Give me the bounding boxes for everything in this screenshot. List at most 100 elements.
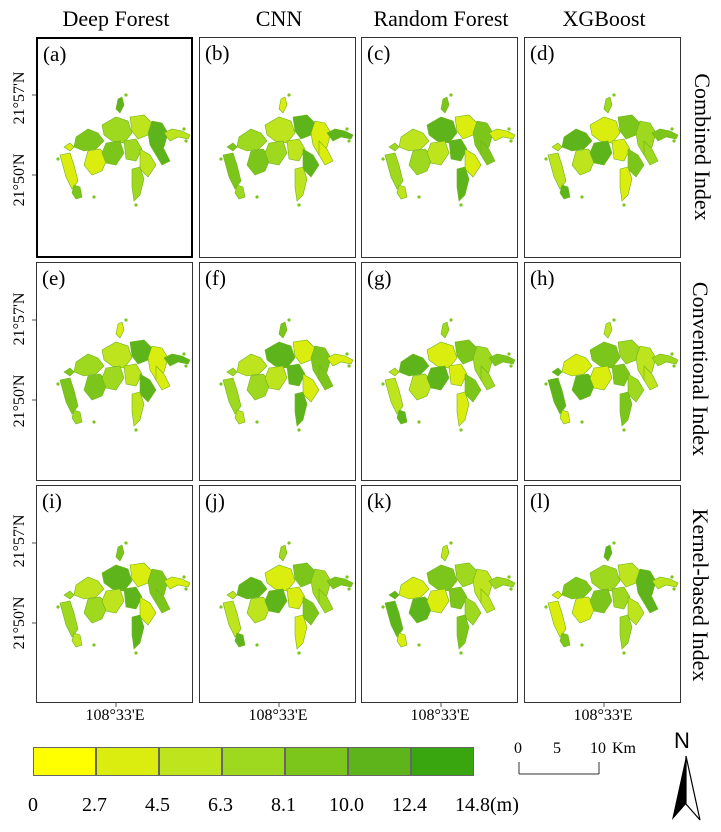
mangrove-patch bbox=[294, 166, 308, 202]
mangrove-patch bbox=[672, 139, 676, 143]
mangrove-patch bbox=[643, 365, 659, 391]
mangrove-patch bbox=[388, 590, 400, 600]
mangrove-patch bbox=[184, 139, 188, 143]
mangrove-patch bbox=[408, 148, 434, 176]
legend-break: 14.8(m) bbox=[455, 794, 519, 816]
mangrove-patch bbox=[603, 321, 613, 339]
mangrove-map-shapes bbox=[381, 318, 516, 432]
mangrove-patch bbox=[612, 318, 616, 322]
mangrove-patch bbox=[131, 614, 145, 650]
mangrove-patch bbox=[603, 96, 613, 114]
mangrove-patch bbox=[129, 114, 153, 140]
mangrove-patch bbox=[589, 140, 613, 166]
mangrove-patch bbox=[83, 148, 109, 176]
mangrove-patch bbox=[264, 341, 296, 369]
mangrove-patch bbox=[124, 318, 128, 322]
mangrove-patch bbox=[302, 373, 320, 403]
mangrove-patch bbox=[551, 590, 563, 600]
mangrove-patch bbox=[155, 588, 171, 614]
mangrove-patch bbox=[115, 544, 125, 562]
mangrove-patch bbox=[115, 321, 125, 339]
panel-letter: (c) bbox=[367, 41, 391, 65]
mangrove-patch bbox=[326, 576, 354, 590]
mangrove-patch bbox=[459, 651, 463, 655]
mangrove-patch bbox=[59, 152, 79, 190]
mangrove-patch bbox=[129, 562, 153, 588]
mangrove-patch bbox=[488, 576, 516, 590]
mangrove-patch bbox=[426, 588, 450, 614]
legend-break: 4.5 bbox=[145, 794, 170, 816]
scale-unit: Km bbox=[612, 740, 636, 757]
mangrove-patch bbox=[83, 596, 109, 624]
mangrove-patch bbox=[589, 365, 613, 391]
column-title-random-forest: Random Forest bbox=[373, 6, 509, 31]
mangrove-patch bbox=[559, 632, 571, 648]
mangrove-patch bbox=[440, 96, 450, 114]
panel-letter: (d) bbox=[530, 41, 555, 65]
mangrove-patch bbox=[551, 367, 563, 377]
mangrove-patch bbox=[302, 148, 320, 178]
mangrove-patch bbox=[92, 420, 96, 424]
mangrove-patch bbox=[294, 614, 308, 650]
mangrove-patch bbox=[589, 116, 621, 144]
mangrove-patch bbox=[408, 373, 434, 401]
panel-letter: (l) bbox=[530, 489, 550, 513]
mangrove-patch bbox=[297, 203, 301, 207]
mangrove-patch bbox=[71, 184, 83, 200]
scale-tick-label: 10 bbox=[590, 740, 606, 757]
legend-swatch-5 bbox=[285, 747, 348, 776]
mangrove-patch bbox=[544, 382, 548, 386]
mangrove-patch bbox=[417, 643, 421, 647]
mangrove-patch bbox=[129, 339, 153, 365]
mangrove-patch bbox=[381, 605, 385, 609]
north-arrow-icon bbox=[672, 755, 701, 821]
mangrove-patch bbox=[345, 127, 349, 131]
mangrove-patch bbox=[59, 600, 79, 638]
mangrove-patch bbox=[219, 157, 223, 161]
mangrove-patch bbox=[561, 353, 593, 377]
scale-tick-label: 0 bbox=[514, 740, 522, 757]
mangrove-patch bbox=[115, 96, 125, 114]
mangrove-patch bbox=[617, 339, 641, 365]
mangrove-patch bbox=[297, 651, 301, 655]
mangrove-patch bbox=[426, 116, 458, 144]
mangrove-patch bbox=[134, 428, 138, 432]
mangrove-patch bbox=[182, 575, 186, 579]
mangrove-patch bbox=[622, 203, 626, 207]
mangrove-patch bbox=[456, 391, 470, 427]
mangrove-patch bbox=[73, 128, 105, 152]
legend-swatch-7 bbox=[411, 747, 474, 776]
mangrove-patch bbox=[226, 367, 238, 377]
mangrove-patch bbox=[509, 139, 513, 143]
lon-label: 108°33'E bbox=[573, 707, 633, 724]
mangrove-patch bbox=[670, 127, 674, 131]
mangrove-patch bbox=[347, 139, 351, 143]
mangrove-patch bbox=[182, 352, 186, 356]
mangrove-patch bbox=[236, 353, 268, 377]
mangrove-patch bbox=[611, 138, 631, 162]
mangrove-patch bbox=[255, 420, 259, 424]
mangrove-patch bbox=[222, 377, 242, 415]
mangrove-patch bbox=[124, 93, 128, 97]
lon-label: 108°33'E bbox=[248, 707, 308, 724]
legend-swatch-1 bbox=[33, 747, 96, 776]
mangrove-patch bbox=[286, 363, 306, 387]
mangrove-patch bbox=[83, 373, 109, 401]
mangrove-patch bbox=[627, 373, 645, 403]
mangrove-patch bbox=[264, 564, 296, 592]
mangrove-patch bbox=[480, 365, 496, 391]
legend-swatch-3 bbox=[159, 747, 222, 776]
mangrove-patch bbox=[139, 148, 157, 178]
mangrove-patch bbox=[381, 382, 385, 386]
mangrove-patch bbox=[302, 596, 320, 626]
mangrove-patch bbox=[643, 588, 659, 614]
mangrove-patch bbox=[622, 428, 626, 432]
mangrove-patch bbox=[155, 365, 171, 391]
mangrove-patch bbox=[651, 576, 679, 590]
mangrove-patch bbox=[384, 600, 404, 638]
mangrove-patch bbox=[292, 562, 316, 588]
mangrove-patch bbox=[124, 541, 128, 545]
mangrove-patch bbox=[448, 363, 468, 387]
mangrove-patch bbox=[559, 184, 571, 200]
mangrove-patch bbox=[408, 596, 434, 624]
